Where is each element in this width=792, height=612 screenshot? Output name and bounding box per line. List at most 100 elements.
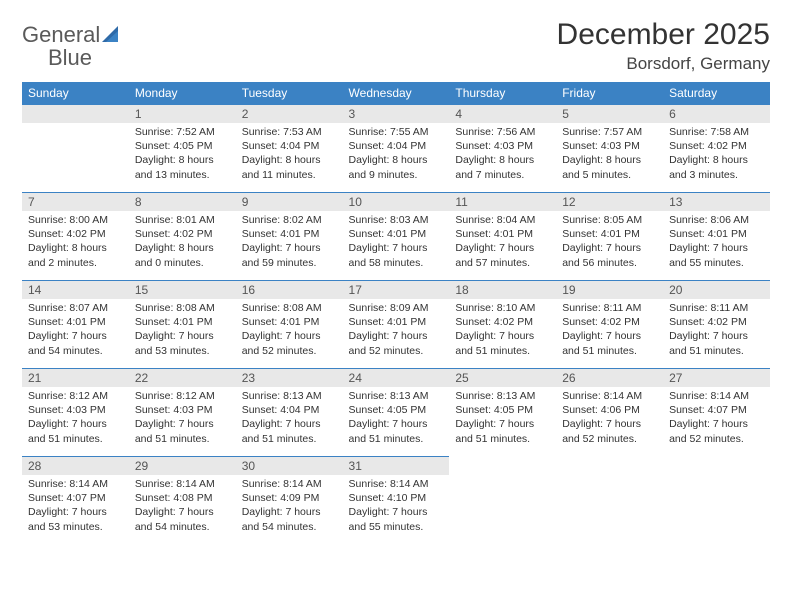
day-number: 10 bbox=[343, 192, 450, 211]
sunrise-text: Sunrise: 8:08 AM bbox=[135, 301, 230, 315]
sunset-text: Sunset: 4:03 PM bbox=[455, 139, 550, 153]
sunrise-text: Sunrise: 8:12 AM bbox=[135, 389, 230, 403]
day-body: Sunrise: 8:08 AMSunset: 4:01 PMDaylight:… bbox=[236, 299, 343, 362]
daylight-text: Daylight: 7 hours and 52 minutes. bbox=[242, 329, 337, 357]
calendar-day-cell bbox=[22, 104, 129, 192]
sunset-text: Sunset: 4:02 PM bbox=[669, 315, 764, 329]
calendar-head: SundayMondayTuesdayWednesdayThursdayFrid… bbox=[22, 82, 770, 104]
calendar-day-cell: 7Sunrise: 8:00 AMSunset: 4:02 PMDaylight… bbox=[22, 192, 129, 280]
logo-word2: Blue bbox=[22, 45, 92, 70]
day-body: Sunrise: 8:14 AMSunset: 4:06 PMDaylight:… bbox=[556, 387, 663, 450]
sunset-text: Sunset: 4:01 PM bbox=[349, 315, 444, 329]
sunrise-text: Sunrise: 8:08 AM bbox=[242, 301, 337, 315]
logo-word1: General bbox=[22, 22, 100, 47]
daylight-text: Daylight: 7 hours and 54 minutes. bbox=[28, 329, 123, 357]
daylight-text: Daylight: 7 hours and 51 minutes. bbox=[242, 417, 337, 445]
location: Borsdorf, Germany bbox=[557, 54, 770, 74]
weekday-header: Tuesday bbox=[236, 82, 343, 104]
page-header: General Blue December 2025 Borsdorf, Ger… bbox=[22, 18, 770, 74]
day-body: Sunrise: 8:10 AMSunset: 4:02 PMDaylight:… bbox=[449, 299, 556, 362]
daylight-text: Daylight: 7 hours and 52 minutes. bbox=[669, 417, 764, 445]
sunset-text: Sunset: 4:07 PM bbox=[28, 491, 123, 505]
calendar-day-cell: 23Sunrise: 8:13 AMSunset: 4:04 PMDayligh… bbox=[236, 368, 343, 456]
sunrise-text: Sunrise: 8:04 AM bbox=[455, 213, 550, 227]
day-number: 27 bbox=[663, 368, 770, 387]
calendar-day-cell bbox=[449, 456, 556, 544]
calendar-day-cell: 17Sunrise: 8:09 AMSunset: 4:01 PMDayligh… bbox=[343, 280, 450, 368]
day-number: 13 bbox=[663, 192, 770, 211]
day-number: 24 bbox=[343, 368, 450, 387]
sunrise-text: Sunrise: 7:56 AM bbox=[455, 125, 550, 139]
day-body: Sunrise: 8:13 AMSunset: 4:05 PMDaylight:… bbox=[343, 387, 450, 450]
calendar-week-row: 1Sunrise: 7:52 AMSunset: 4:05 PMDaylight… bbox=[22, 104, 770, 192]
daylight-text: Daylight: 7 hours and 56 minutes. bbox=[562, 241, 657, 269]
sunrise-text: Sunrise: 8:13 AM bbox=[455, 389, 550, 403]
daylight-text: Daylight: 7 hours and 51 minutes. bbox=[349, 417, 444, 445]
day-body: Sunrise: 8:11 AMSunset: 4:02 PMDaylight:… bbox=[556, 299, 663, 362]
daylight-text: Daylight: 7 hours and 54 minutes. bbox=[135, 505, 230, 533]
calendar-day-cell: 4Sunrise: 7:56 AMSunset: 4:03 PMDaylight… bbox=[449, 104, 556, 192]
sunrise-text: Sunrise: 8:01 AM bbox=[135, 213, 230, 227]
daylight-text: Daylight: 7 hours and 53 minutes. bbox=[135, 329, 230, 357]
calendar-day-cell: 30Sunrise: 8:14 AMSunset: 4:09 PMDayligh… bbox=[236, 456, 343, 544]
daylight-text: Daylight: 7 hours and 51 minutes. bbox=[28, 417, 123, 445]
sunset-text: Sunset: 4:09 PM bbox=[242, 491, 337, 505]
sunrise-text: Sunrise: 8:13 AM bbox=[349, 389, 444, 403]
sunrise-text: Sunrise: 8:00 AM bbox=[28, 213, 123, 227]
sunrise-text: Sunrise: 7:52 AM bbox=[135, 125, 230, 139]
day-body: Sunrise: 8:14 AMSunset: 4:08 PMDaylight:… bbox=[129, 475, 236, 538]
daylight-text: Daylight: 8 hours and 0 minutes. bbox=[135, 241, 230, 269]
daylight-text: Daylight: 7 hours and 51 minutes. bbox=[135, 417, 230, 445]
daylight-text: Daylight: 8 hours and 5 minutes. bbox=[562, 153, 657, 181]
sunrise-text: Sunrise: 8:06 AM bbox=[669, 213, 764, 227]
calendar-day-cell: 1Sunrise: 7:52 AMSunset: 4:05 PMDaylight… bbox=[129, 104, 236, 192]
sunrise-text: Sunrise: 8:05 AM bbox=[562, 213, 657, 227]
daylight-text: Daylight: 7 hours and 51 minutes. bbox=[562, 329, 657, 357]
day-number: 8 bbox=[129, 192, 236, 211]
calendar-week-row: 14Sunrise: 8:07 AMSunset: 4:01 PMDayligh… bbox=[22, 280, 770, 368]
calendar-week-row: 7Sunrise: 8:00 AMSunset: 4:02 PMDaylight… bbox=[22, 192, 770, 280]
daylight-text: Daylight: 8 hours and 2 minutes. bbox=[28, 241, 123, 269]
calendar-day-cell bbox=[663, 456, 770, 544]
calendar-day-cell: 27Sunrise: 8:14 AMSunset: 4:07 PMDayligh… bbox=[663, 368, 770, 456]
day-number: 21 bbox=[22, 368, 129, 387]
sunset-text: Sunset: 4:01 PM bbox=[242, 315, 337, 329]
day-number: 22 bbox=[129, 368, 236, 387]
weekday-header: Sunday bbox=[22, 82, 129, 104]
day-number: 2 bbox=[236, 104, 343, 123]
sunrise-text: Sunrise: 7:55 AM bbox=[349, 125, 444, 139]
sunset-text: Sunset: 4:04 PM bbox=[242, 403, 337, 417]
sunset-text: Sunset: 4:03 PM bbox=[28, 403, 123, 417]
day-number: 28 bbox=[22, 456, 129, 475]
daylight-text: Daylight: 7 hours and 57 minutes. bbox=[455, 241, 550, 269]
sunset-text: Sunset: 4:04 PM bbox=[349, 139, 444, 153]
sunrise-text: Sunrise: 8:03 AM bbox=[349, 213, 444, 227]
day-number: 23 bbox=[236, 368, 343, 387]
day-body: Sunrise: 8:11 AMSunset: 4:02 PMDaylight:… bbox=[663, 299, 770, 362]
day-number: 17 bbox=[343, 280, 450, 299]
daylight-text: Daylight: 7 hours and 58 minutes. bbox=[349, 241, 444, 269]
calendar-day-cell: 19Sunrise: 8:11 AMSunset: 4:02 PMDayligh… bbox=[556, 280, 663, 368]
calendar-day-cell: 12Sunrise: 8:05 AMSunset: 4:01 PMDayligh… bbox=[556, 192, 663, 280]
calendar-day-cell: 26Sunrise: 8:14 AMSunset: 4:06 PMDayligh… bbox=[556, 368, 663, 456]
calendar-day-cell: 28Sunrise: 8:14 AMSunset: 4:07 PMDayligh… bbox=[22, 456, 129, 544]
logo-sail-icon bbox=[102, 26, 124, 47]
day-number-bar bbox=[22, 104, 129, 123]
calendar-day-cell: 11Sunrise: 8:04 AMSunset: 4:01 PMDayligh… bbox=[449, 192, 556, 280]
calendar-week-row: 28Sunrise: 8:14 AMSunset: 4:07 PMDayligh… bbox=[22, 456, 770, 544]
sunset-text: Sunset: 4:03 PM bbox=[562, 139, 657, 153]
sunset-text: Sunset: 4:01 PM bbox=[242, 227, 337, 241]
sunset-text: Sunset: 4:04 PM bbox=[242, 139, 337, 153]
sunset-text: Sunset: 4:05 PM bbox=[135, 139, 230, 153]
day-body: Sunrise: 8:06 AMSunset: 4:01 PMDaylight:… bbox=[663, 211, 770, 274]
sunrise-text: Sunrise: 7:58 AM bbox=[669, 125, 764, 139]
day-number: 12 bbox=[556, 192, 663, 211]
day-number: 26 bbox=[556, 368, 663, 387]
sunset-text: Sunset: 4:02 PM bbox=[455, 315, 550, 329]
sunset-text: Sunset: 4:06 PM bbox=[562, 403, 657, 417]
day-body: Sunrise: 8:09 AMSunset: 4:01 PMDaylight:… bbox=[343, 299, 450, 362]
day-body: Sunrise: 7:55 AMSunset: 4:04 PMDaylight:… bbox=[343, 123, 450, 186]
day-number: 20 bbox=[663, 280, 770, 299]
sunrise-text: Sunrise: 8:02 AM bbox=[242, 213, 337, 227]
sunset-text: Sunset: 4:02 PM bbox=[28, 227, 123, 241]
